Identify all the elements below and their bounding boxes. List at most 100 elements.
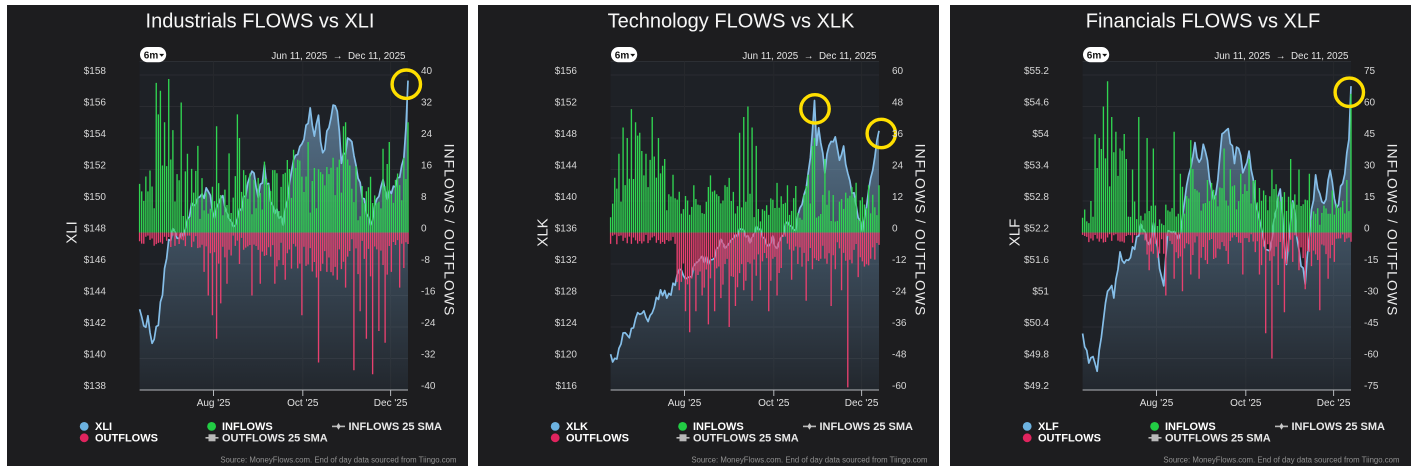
svg-text:0: 0 bbox=[1364, 223, 1370, 234]
svg-text:-8: -8 bbox=[421, 255, 430, 266]
svg-text:$51: $51 bbox=[1032, 286, 1049, 297]
svg-text:$49.8: $49.8 bbox=[1023, 349, 1048, 360]
svg-text:6m: 6m bbox=[1086, 50, 1101, 61]
svg-text:XLF: XLF bbox=[1038, 421, 1059, 433]
svg-text:$152: $152 bbox=[84, 160, 107, 171]
svg-text:-36: -36 bbox=[892, 318, 907, 329]
svg-text:$136: $136 bbox=[555, 223, 578, 234]
svg-text:$144: $144 bbox=[555, 160, 578, 171]
svg-text:75: 75 bbox=[1364, 66, 1376, 77]
svg-text:-16: -16 bbox=[421, 286, 436, 297]
svg-text:$142: $142 bbox=[84, 318, 107, 329]
svg-text:$138: $138 bbox=[84, 381, 107, 392]
svg-text:Dec '25: Dec '25 bbox=[845, 398, 879, 409]
svg-text:$52.2: $52.2 bbox=[1023, 223, 1048, 234]
svg-text:XLK: XLK bbox=[535, 218, 552, 246]
svg-text:-15: -15 bbox=[1364, 255, 1379, 266]
svg-text:INFLOWS 25 SMA: INFLOWS 25 SMA bbox=[349, 421, 443, 433]
svg-text:Oct '25: Oct '25 bbox=[758, 398, 790, 409]
svg-text:-48: -48 bbox=[892, 349, 907, 360]
svg-text:24: 24 bbox=[421, 129, 433, 140]
svg-text:45: 45 bbox=[1364, 129, 1376, 140]
svg-text:INFLOWS: INFLOWS bbox=[1165, 421, 1216, 433]
svg-text:-60: -60 bbox=[1364, 349, 1379, 360]
svg-text:6m: 6m bbox=[615, 50, 630, 61]
svg-text:XLI: XLI bbox=[64, 221, 81, 244]
svg-text:$158: $158 bbox=[84, 66, 107, 77]
svg-text:$116: $116 bbox=[555, 381, 577, 392]
svg-text:$128: $128 bbox=[555, 286, 578, 297]
svg-text:32: 32 bbox=[421, 97, 433, 108]
svg-text:0: 0 bbox=[421, 223, 427, 234]
svg-text:-12: -12 bbox=[892, 255, 907, 266]
svg-text:60: 60 bbox=[1364, 97, 1376, 108]
svg-text:Source: MoneyFlows.com. End of: Source: MoneyFlows.com. End of day data … bbox=[220, 456, 456, 465]
svg-text:$132: $132 bbox=[555, 255, 578, 266]
svg-text:$53.4: $53.4 bbox=[1023, 160, 1048, 171]
svg-text:Aug '25: Aug '25 bbox=[1139, 398, 1173, 409]
svg-text:40: 40 bbox=[421, 66, 433, 77]
svg-text:INFLOWS / OUTFLOWS: INFLOWS / OUTFLOWS bbox=[1384, 144, 1400, 317]
svg-text:$146: $146 bbox=[84, 255, 107, 266]
svg-text:$148: $148 bbox=[555, 129, 578, 140]
svg-text:XLK: XLK bbox=[566, 421, 588, 433]
svg-text:OUTFLOWS 25 SMA: OUTFLOWS 25 SMA bbox=[693, 433, 799, 445]
svg-text:Source: MoneyFlows.com. End of: Source: MoneyFlows.com. End of day data … bbox=[691, 456, 927, 465]
svg-text:-75: -75 bbox=[1364, 381, 1379, 392]
svg-text:$52.8: $52.8 bbox=[1023, 192, 1048, 203]
svg-text:$152: $152 bbox=[555, 97, 578, 108]
svg-text:OUTFLOWS 25 SMA: OUTFLOWS 25 SMA bbox=[222, 433, 328, 445]
svg-text:INFLOWS / OUTFLOWS: INFLOWS / OUTFLOWS bbox=[913, 144, 929, 317]
svg-text:12: 12 bbox=[892, 192, 904, 203]
svg-text:Jun 11, 2025 → Dec 11, 2025: Jun 11, 2025 → Dec 11, 2025 bbox=[742, 51, 877, 62]
svg-text:OUTFLOWS: OUTFLOWS bbox=[95, 433, 158, 445]
svg-text:0: 0 bbox=[892, 223, 898, 234]
svg-text:48: 48 bbox=[892, 97, 904, 108]
svg-text:Aug '25: Aug '25 bbox=[197, 398, 231, 409]
svg-text:24: 24 bbox=[892, 160, 904, 171]
svg-text:-24: -24 bbox=[892, 286, 907, 297]
svg-text:OUTFLOWS 25 SMA: OUTFLOWS 25 SMA bbox=[1165, 433, 1271, 445]
svg-text:Dec '25: Dec '25 bbox=[374, 398, 408, 409]
svg-text:$50.4: $50.4 bbox=[1023, 318, 1048, 329]
svg-text:$120: $120 bbox=[555, 349, 578, 360]
svg-text:30: 30 bbox=[1364, 160, 1376, 171]
svg-text:$156: $156 bbox=[84, 97, 107, 108]
svg-text:Oct '25: Oct '25 bbox=[287, 398, 319, 409]
svg-text:$54: $54 bbox=[1032, 129, 1049, 140]
svg-text:60: 60 bbox=[892, 66, 904, 77]
svg-text:-45: -45 bbox=[1364, 318, 1379, 329]
svg-text:36: 36 bbox=[892, 129, 904, 140]
svg-text:INFLOWS / OUTFLOWS: INFLOWS / OUTFLOWS bbox=[442, 144, 458, 317]
svg-text:$140: $140 bbox=[555, 192, 578, 203]
svg-text:16: 16 bbox=[421, 160, 433, 171]
svg-text:INFLOWS 25 SMA: INFLOWS 25 SMA bbox=[1291, 421, 1385, 433]
svg-text:INFLOWS 25 SMA: INFLOWS 25 SMA bbox=[820, 421, 914, 433]
svg-text:6m: 6m bbox=[144, 50, 159, 61]
svg-text:-30: -30 bbox=[1364, 286, 1379, 297]
svg-text:INFLOWS: INFLOWS bbox=[693, 421, 744, 433]
svg-text:$150: $150 bbox=[84, 192, 107, 203]
svg-text:Industrials FLOWS vs XLI: Industrials FLOWS vs XLI bbox=[146, 11, 375, 33]
svg-text:$156: $156 bbox=[555, 66, 578, 77]
svg-text:-24: -24 bbox=[421, 318, 436, 329]
svg-text:Dec '25: Dec '25 bbox=[1316, 398, 1350, 409]
svg-text:XLF: XLF bbox=[1006, 219, 1023, 247]
svg-text:Aug '25: Aug '25 bbox=[668, 398, 702, 409]
svg-text:$55.2: $55.2 bbox=[1023, 66, 1048, 77]
svg-text:INFLOWS: INFLOWS bbox=[222, 421, 273, 433]
svg-text:$54.6: $54.6 bbox=[1023, 97, 1048, 108]
svg-text:8: 8 bbox=[421, 192, 427, 203]
svg-text:Source: MoneyFlows.com. End of: Source: MoneyFlows.com. End of day data … bbox=[1163, 456, 1399, 465]
svg-text:$148: $148 bbox=[84, 223, 107, 234]
svg-text:15: 15 bbox=[1364, 192, 1376, 203]
svg-text:OUTFLOWS: OUTFLOWS bbox=[566, 433, 629, 445]
svg-text:Jun 11, 2025 → Dec 11, 2025: Jun 11, 2025 → Dec 11, 2025 bbox=[271, 51, 406, 62]
svg-text:-60: -60 bbox=[892, 381, 907, 392]
svg-text:$154: $154 bbox=[84, 129, 107, 140]
svg-text:Technology FLOWS vs XLK: Technology FLOWS vs XLK bbox=[608, 11, 855, 33]
svg-text:Financials FLOWS vs XLF: Financials FLOWS vs XLF bbox=[1085, 11, 1320, 33]
svg-text:-32: -32 bbox=[421, 349, 436, 360]
svg-text:$51.6: $51.6 bbox=[1023, 255, 1048, 266]
svg-text:Jun 11, 2025 → Dec 11, 2025: Jun 11, 2025 → Dec 11, 2025 bbox=[1214, 51, 1349, 62]
